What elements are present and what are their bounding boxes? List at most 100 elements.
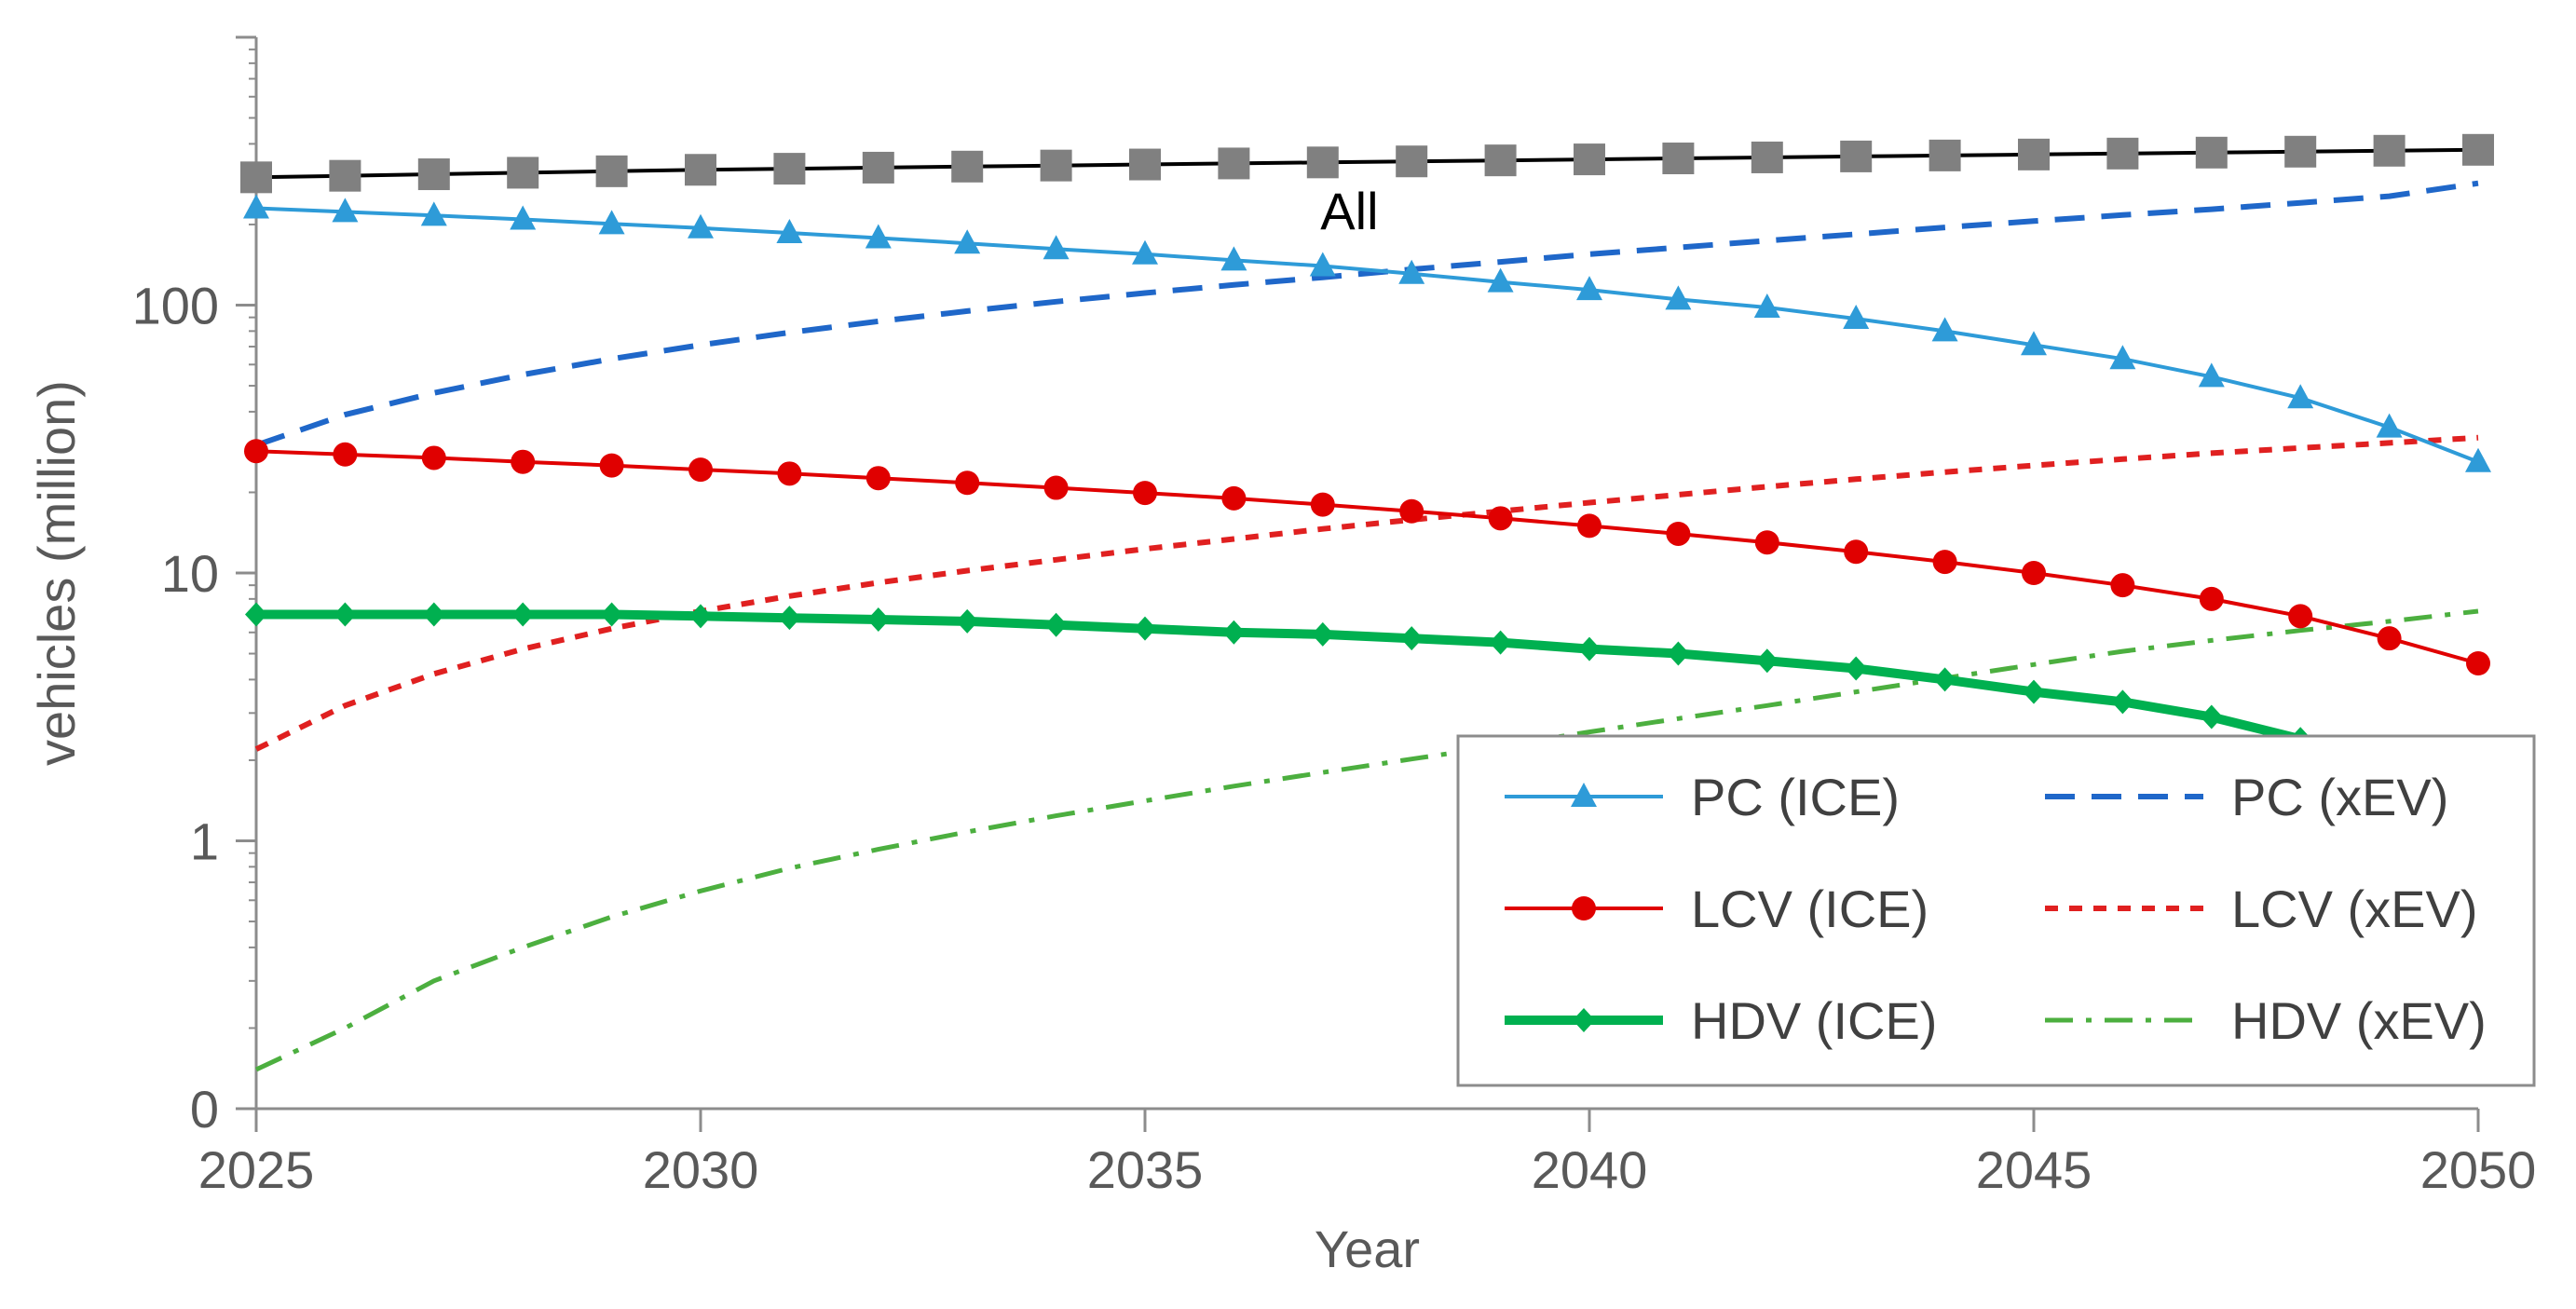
data-point-pc-ice: [420, 201, 447, 226]
data-point-hdv-ice: [1578, 636, 1601, 661]
legend-item-pc-ice: PC (ICE): [1505, 768, 1900, 826]
data-point-pc-ice: [2376, 413, 2403, 438]
data-point-lcv-ice: [777, 461, 802, 486]
data-point-all: [951, 150, 984, 183]
data-point-lcv-ice: [1399, 498, 1424, 524]
data-point-pc-ice: [1309, 252, 1336, 277]
data-point-lcv-ice: [865, 466, 891, 491]
y-axis-title: vehicles (million): [27, 380, 86, 766]
data-point-all: [1662, 143, 1695, 175]
series-line-lcv-xev: [254, 434, 2479, 752]
data-point-hdv-ice: [245, 602, 267, 627]
data-point-lcv-ice: [955, 470, 980, 496]
data-point-pc-ice: [1132, 239, 1158, 265]
x-tick-label: 2045: [1976, 1140, 2092, 1199]
y-tick-label: 100: [132, 277, 219, 335]
data-point-lcv-ice: [1221, 485, 1247, 511]
data-point-hdv-ice: [2111, 689, 2134, 715]
data-point-all: [1396, 145, 1428, 178]
data-point-pc-ice: [332, 198, 359, 223]
y-tick-label: 1: [190, 812, 219, 871]
series-hdv-xev: [254, 608, 2479, 1072]
data-point-hdv-ice: [2200, 704, 2223, 729]
data-point-all: [2018, 138, 2050, 170]
data-point-all: [1129, 148, 1161, 181]
data-point-all: [2195, 136, 2228, 169]
legend-label: PC (ICE): [1691, 768, 1900, 826]
data-point-all: [1574, 143, 1605, 176]
data-point-hdv-ice: [1667, 641, 1690, 666]
data-point-all: [507, 157, 539, 189]
data-point-hdv-ice: [1044, 612, 1068, 637]
data-point-lcv-ice: [2288, 604, 2313, 629]
legend-marker: [1571, 783, 1597, 807]
data-point-lcv-ice: [688, 457, 713, 483]
legend-item-lcv-xev: LCV (xEV): [2045, 879, 2478, 938]
legend-marker: [1573, 1008, 1595, 1032]
data-point-pc-ice: [954, 229, 981, 254]
legend-item-pc-xev: PC (xEV): [2045, 768, 2448, 826]
data-point-lcv-ice: [1932, 550, 1957, 575]
data-point-lcv-ice: [1577, 513, 1601, 539]
data-point-pc-ice: [2109, 345, 2136, 370]
y-tick-label: 0: [190, 1080, 219, 1139]
data-point-hdv-ice: [2023, 679, 2045, 704]
series-lcv-ice: [244, 439, 2490, 675]
data-point-lcv-ice: [2022, 561, 2046, 585]
data-point-all: [417, 158, 450, 191]
data-point-pc-ice: [243, 194, 269, 219]
x-axis-title: Year: [1315, 1220, 1420, 1278]
data-point-hdv-ice: [1311, 621, 1334, 647]
data-point-all: [2106, 137, 2139, 170]
data-point-pc-ice: [2198, 362, 2225, 388]
data-point-lcv-ice: [1666, 521, 1691, 546]
legend-label: PC (xEV): [2231, 768, 2448, 826]
axes: 0 1 10 100 2025 2030 2035 2040 2045 2050: [132, 35, 2537, 1199]
data-point-hdv-ice: [1845, 656, 1868, 681]
data-point-lcv-ice: [244, 439, 268, 464]
data-point-hdv-ice: [778, 606, 801, 631]
x-tick-label: 2030: [643, 1140, 759, 1199]
legend-label: LCV (ICE): [1691, 879, 1929, 938]
data-point-all: [1040, 149, 1072, 182]
data-point-lcv-ice: [511, 449, 536, 474]
data-point-hdv-ice: [1933, 667, 1956, 692]
legend-item-lcv-ice: LCV (ICE): [1505, 879, 1929, 938]
data-point-hdv-ice: [689, 604, 712, 629]
data-point-pc-ice: [2021, 331, 2047, 356]
series-line-hdv-ice: [256, 609, 2480, 795]
data-point-hdv-ice: [1400, 626, 1424, 651]
data-point-lcv-ice: [2110, 573, 2135, 598]
data-point-pc-ice: [2287, 384, 2314, 409]
data-point-pc-ice: [776, 219, 803, 244]
data-point-pc-ice: [1753, 293, 1780, 319]
data-point-hdv-ice: [1134, 616, 1156, 641]
x-tick-label: 2025: [198, 1140, 315, 1199]
data-point-pc-ice: [865, 224, 892, 249]
legend-label: HDV (xEV): [2231, 991, 2487, 1050]
x-tick-label: 2035: [1087, 1140, 1204, 1199]
legend-box: [1456, 734, 2536, 1087]
data-point-hdv-ice: [866, 607, 890, 633]
data-point-all: [862, 151, 894, 184]
x-tick-label: 2050: [2420, 1140, 2537, 1199]
data-point-pc-ice: [1398, 259, 1425, 284]
data-point-all: [2284, 135, 2317, 168]
data-point-pc-ice: [1043, 235, 1070, 260]
series-line-lcv-ice: [255, 449, 2479, 665]
data-point-hdv-ice: [600, 602, 623, 627]
legend-item-hdv-ice: HDV (ICE): [1505, 991, 1937, 1050]
data-point-all: [1929, 139, 1961, 171]
data-point-pc-ice: [1487, 267, 1514, 293]
data-point-hdv-ice: [511, 602, 535, 627]
series-pc-xev: [255, 180, 2479, 448]
series-lcv-xev: [254, 434, 2479, 752]
data-point-lcv-ice: [2199, 586, 2224, 611]
data-point-all: [685, 154, 716, 186]
legend-marker: [1572, 896, 1596, 920]
data-point-lcv-ice: [421, 445, 446, 470]
legend-label: HDV (ICE): [1691, 991, 1937, 1050]
data-point-hdv-ice: [1755, 648, 1779, 674]
data-point-pc-ice: [1843, 305, 1870, 330]
